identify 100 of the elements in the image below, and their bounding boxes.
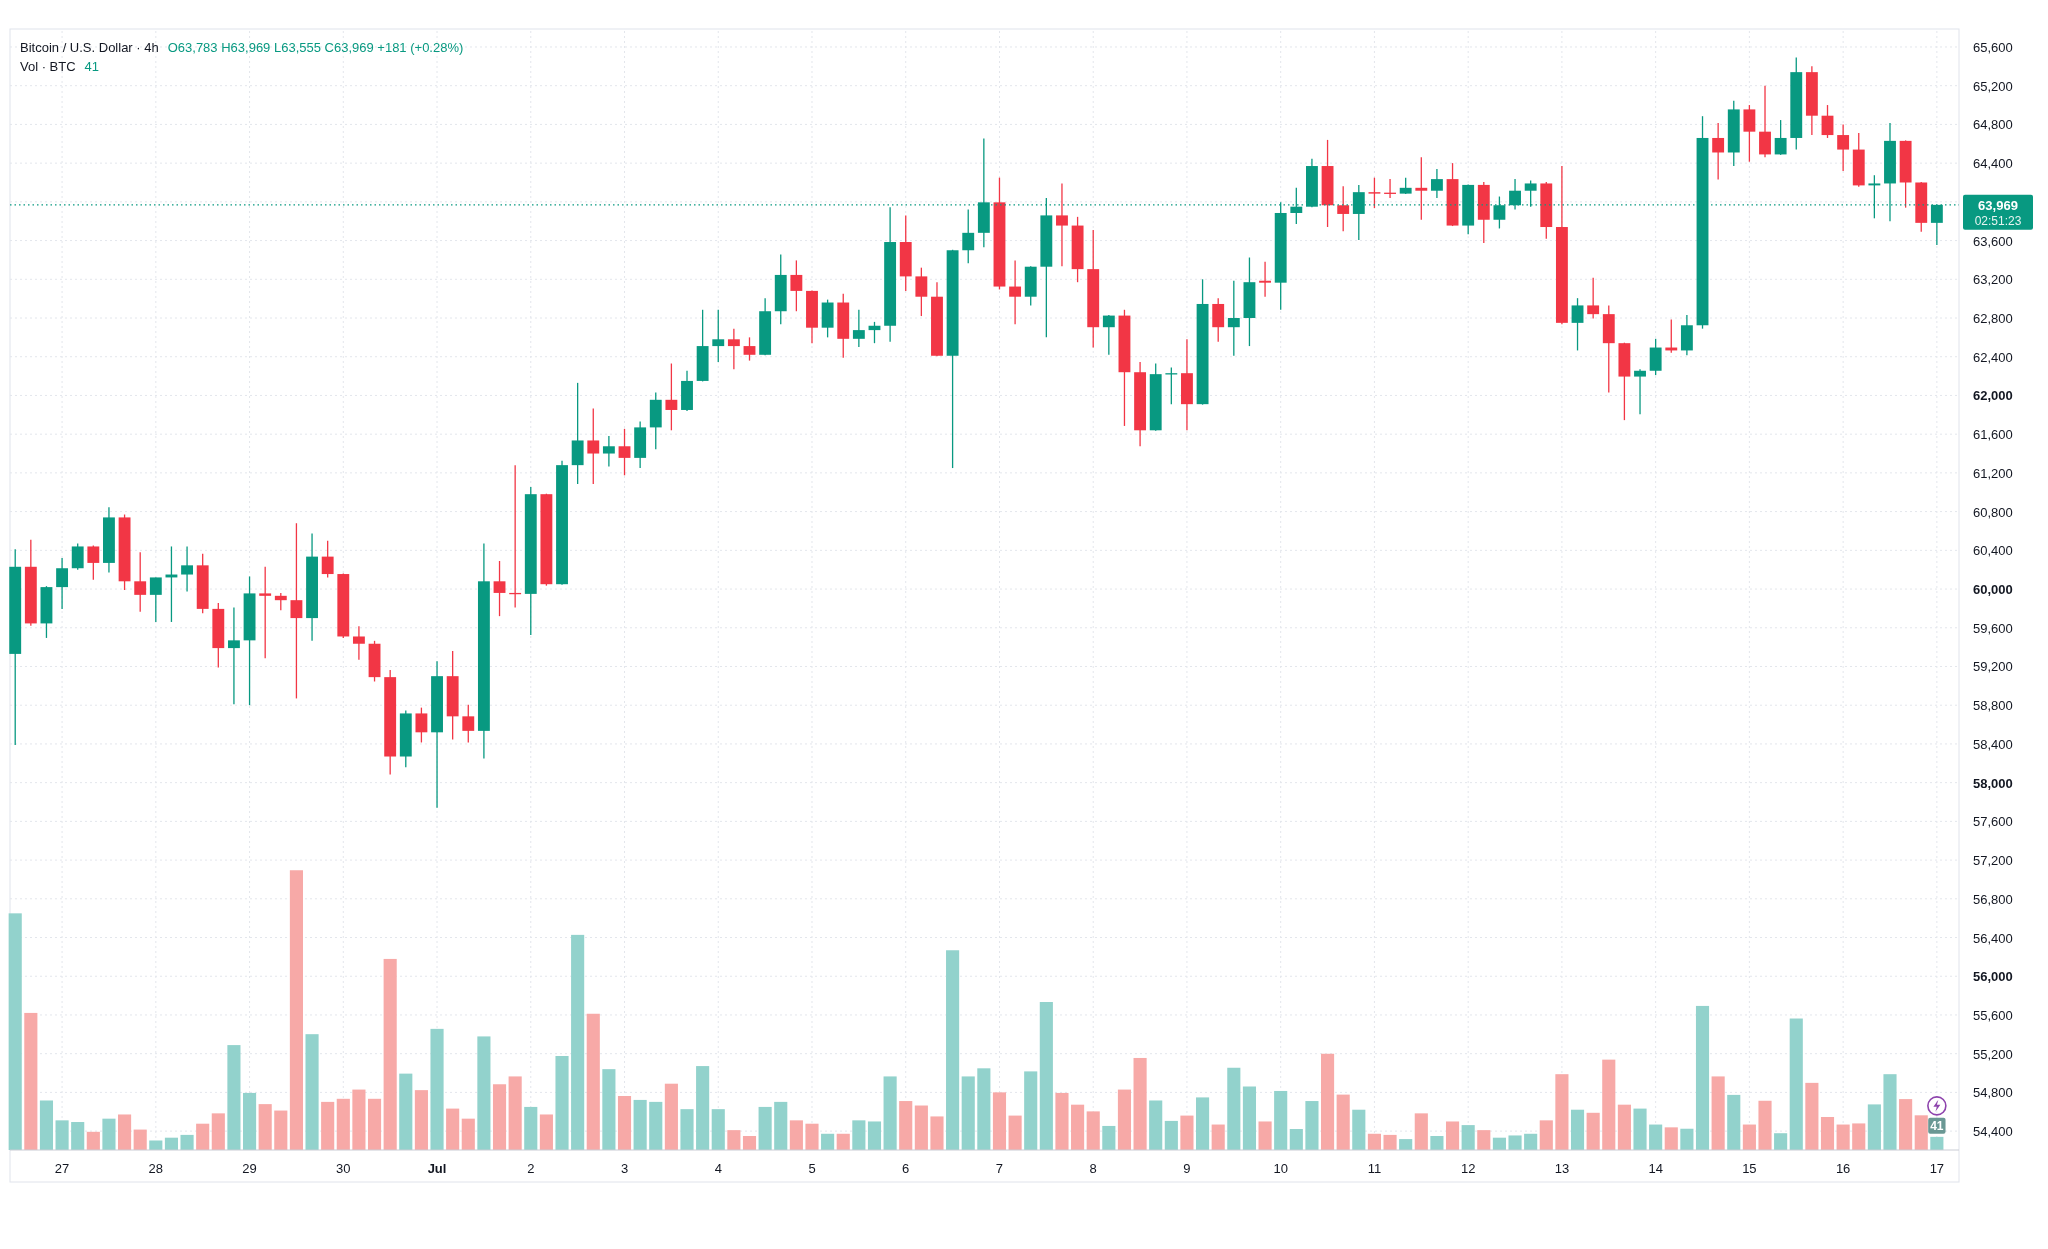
x-tick-label: 12: [1460, 1160, 1476, 1176]
bar: [1836, 1124, 1850, 1150]
bar: [24, 1012, 38, 1150]
bar: [633, 1099, 647, 1150]
y-tick-label: 62,800: [1973, 310, 2013, 326]
bar: [1508, 1135, 1522, 1150]
y-tick-label: 61,200: [1973, 465, 2013, 481]
bar: [571, 934, 585, 1150]
bar: [727, 1130, 741, 1150]
bar: [492, 1084, 507, 1150]
candlestick: [665, 362, 678, 431]
bar: [1367, 1133, 1381, 1150]
bar: [649, 1101, 663, 1150]
candlestick: [493, 560, 506, 617]
candlestick: [1649, 338, 1662, 376]
candlestick: [712, 309, 725, 363]
annotation: 41: [1930, 1118, 1944, 1133]
bar: [258, 1104, 272, 1150]
bar: [1742, 1124, 1756, 1150]
bar: [446, 1108, 460, 1150]
y-tick-label: 60,400: [1973, 542, 2013, 558]
candlestick: [1056, 182, 1068, 267]
text: 02:51:23: [1974, 213, 2022, 228]
bar: [508, 1076, 522, 1150]
x-tick-label: 8: [1089, 1160, 1097, 1176]
bar: [274, 1110, 288, 1150]
bar: [742, 1136, 757, 1150]
y-tick-label: 62,400: [1973, 349, 2013, 365]
x-tick-label: 2: [527, 1160, 535, 1176]
bar: [617, 1096, 632, 1150]
bar: [352, 1089, 366, 1150]
x-tick-label: 15: [1742, 1160, 1757, 1176]
candlestick: [727, 328, 740, 370]
bar: [930, 1116, 944, 1150]
x-tick-label: 3: [620, 1160, 629, 1176]
candlestick: [587, 407, 600, 485]
bar: [1352, 1109, 1366, 1150]
y-tick-label: 63,200: [1973, 271, 2013, 287]
x-tick-label: 6: [902, 1160, 910, 1176]
candlestick: [743, 336, 756, 362]
bar: [430, 1028, 444, 1150]
bar: [1602, 1059, 1616, 1150]
bar: [367, 1098, 382, 1150]
bar: [86, 1131, 100, 1150]
y-tick-label: 55,600: [1973, 1007, 2013, 1023]
bar: [1664, 1127, 1678, 1150]
candlestick: [618, 428, 631, 476]
candlestick: [1743, 104, 1756, 163]
x-tick-label: 16: [1835, 1160, 1851, 1176]
bar: [1227, 1067, 1241, 1150]
x-tick-label: 5: [808, 1160, 816, 1176]
y-tick-label: 56,400: [1973, 930, 2013, 946]
bar: [946, 950, 960, 1150]
bar: [1149, 1100, 1163, 1150]
bar: [414, 1090, 428, 1150]
x-tick-label: 29: [242, 1160, 257, 1176]
bar: [1258, 1121, 1272, 1150]
bar: [1289, 1129, 1303, 1150]
bar: [1336, 1094, 1350, 1150]
y-tick-label: 58,800: [1973, 697, 2013, 713]
bar: [55, 1120, 69, 1150]
bar: [1524, 1133, 1538, 1150]
bar: [1102, 1125, 1116, 1150]
x-tick-label: 14: [1648, 1160, 1663, 1176]
bar: [1461, 1125, 1475, 1150]
x-tick-label: 11: [1367, 1160, 1382, 1176]
candlestick: [181, 545, 193, 593]
candlestick: [352, 625, 365, 661]
bar: [961, 1076, 975, 1150]
y-tick-label: 61,600: [1973, 426, 2013, 442]
bar: [289, 870, 303, 1150]
y-tick-label: 56,000: [1973, 968, 2013, 984]
bar: [71, 1122, 85, 1150]
candlestick: [1212, 297, 1225, 343]
bar: [180, 1134, 194, 1150]
bar: [477, 1036, 491, 1150]
bar: [1071, 1104, 1085, 1150]
candlestick: [87, 544, 100, 581]
candlestick: [321, 540, 334, 579]
candlestick: [415, 706, 428, 744]
bar: [1133, 1057, 1147, 1150]
y-tick-label: 57,200: [1973, 852, 2013, 868]
bar: [1430, 1136, 1444, 1150]
candlestick: [228, 606, 240, 705]
bar: [461, 1118, 475, 1150]
bar: [602, 1069, 616, 1150]
y-tick-label: 65,600: [1973, 39, 2013, 55]
bar: [1617, 1104, 1631, 1150]
x-tick-label: 30: [336, 1160, 351, 1176]
bar: [1539, 1120, 1553, 1150]
bar: [774, 1101, 788, 1150]
bar: [696, 1066, 710, 1150]
bar: [555, 1056, 569, 1150]
bar: [1680, 1128, 1694, 1150]
bar: [852, 1120, 866, 1150]
candlestick: [259, 566, 272, 659]
bar: [1414, 1113, 1428, 1150]
candlestick: [134, 551, 147, 613]
bar: [305, 1034, 319, 1150]
text: Bitcoin / U.S. Dollar · 4h: [20, 39, 159, 55]
